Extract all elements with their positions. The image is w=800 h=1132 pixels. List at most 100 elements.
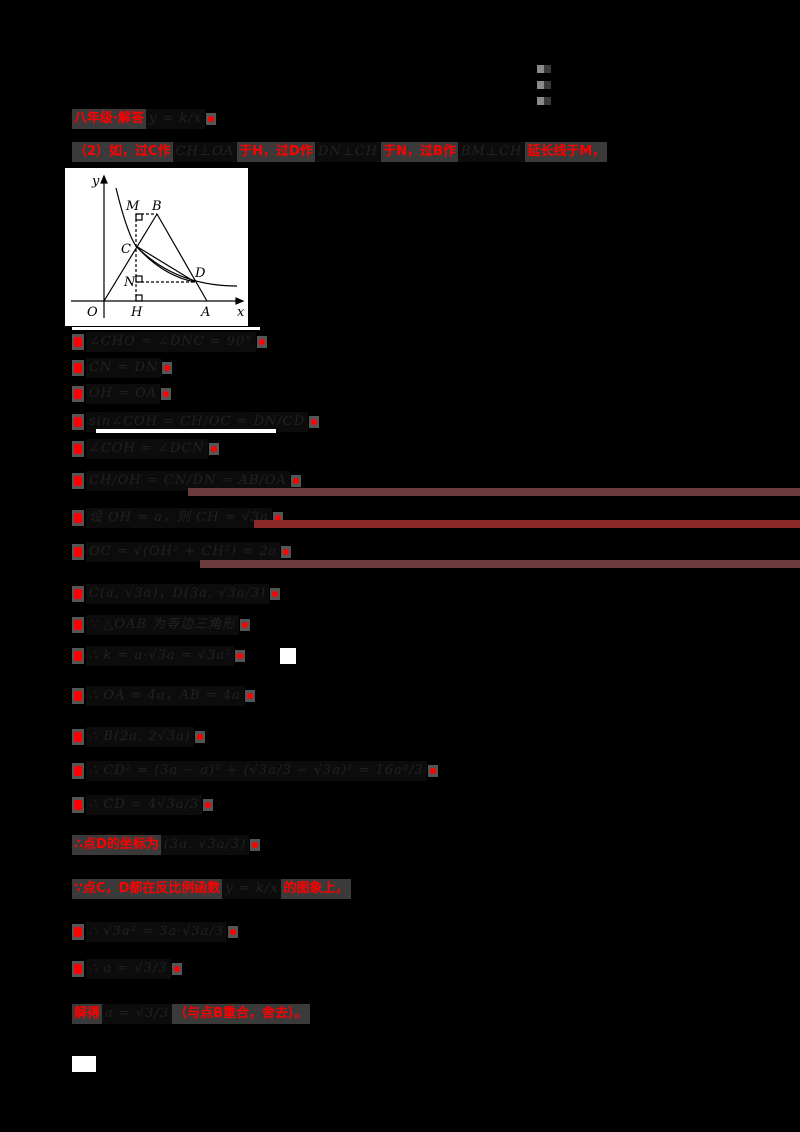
period-marker: [270, 588, 281, 600]
label-d: D: [194, 266, 206, 281]
step-7: 设 OH = a，则 CH = √3a: [72, 507, 283, 529]
label-b: B: [151, 199, 162, 214]
mark-2: [537, 81, 551, 89]
period-marker: [203, 799, 214, 811]
period-marker: [208, 443, 219, 455]
step-9: C(a, √3a)，D(3a, √3a/3): [72, 583, 281, 605]
therefore-icon: [72, 729, 84, 745]
highlight-band: [200, 560, 800, 568]
period-marker: [162, 362, 173, 374]
equation-math: ∴ a = √3/3: [86, 959, 171, 979]
label-h: H: [130, 305, 143, 320]
white-block: [280, 648, 296, 664]
therefore-icon: [72, 414, 84, 430]
label-x: x: [237, 305, 245, 320]
step-11: ∴ k = a·√3a = √3a²: [72, 645, 246, 667]
step-math: ∴ CD² = (3a − a)² + (√3a/3 − √3a)² = 16a…: [86, 761, 427, 781]
step-math: ∴ B(2a, 2√3a): [86, 727, 194, 747]
period-marker: [235, 650, 246, 662]
step-5: ∠COH = ∠DCN: [72, 438, 219, 460]
therefore-icon: [72, 386, 84, 402]
therefore-icon: [72, 648, 84, 664]
problem-intro: 八年级·解答 y = k/x: [72, 108, 217, 130]
therefore-icon: [72, 763, 84, 779]
step-6: CH/OH = CN/DN = AB/OA: [72, 470, 301, 492]
therefore-icon: [72, 924, 84, 940]
construction-label-2: 于H，过D作: [237, 142, 315, 162]
final-answer: 解得 a = √3/3 （与点B重合，舍去）。: [72, 1003, 310, 1025]
step-math: ∠CHO = ∠DNC = 90°: [86, 332, 256, 352]
period-marker: [171, 963, 182, 975]
therefore-icon: [72, 360, 84, 376]
bullet-icon: [72, 510, 84, 526]
final-note: （与点B重合，舍去）。: [172, 1004, 310, 1024]
period-marker: [256, 336, 267, 348]
period-marker: [244, 690, 255, 702]
period-marker: [281, 546, 292, 558]
therefore-icon: [72, 441, 84, 457]
label-y: y: [91, 174, 100, 189]
label-a: A: [200, 305, 210, 320]
period-marker: [290, 475, 301, 487]
construction-math-2: DN⊥CH: [314, 142, 382, 162]
therefore-icon: [72, 797, 84, 813]
step-math: ∴ OA = 4a，AB = 4a: [86, 686, 244, 706]
step-13: ∴ B(2a, 2√3a): [72, 726, 205, 748]
conclusion-function: ∵点C，D都在反比例函数 y = k/x 的图象上，: [72, 878, 351, 900]
step-2: CN = DN: [72, 357, 173, 379]
fraction-bar: [96, 429, 276, 433]
construction-math-1: CH⊥OA: [172, 142, 238, 162]
equation-math: ∴ √3a² = 3a·√3a/3: [86, 922, 228, 942]
conclusion-math: y = k/x: [222, 879, 282, 899]
final-math: a = √3/3: [102, 1004, 173, 1024]
conclusion-label: ∴点D的坐标为: [72, 835, 161, 855]
step-14: ∴ CD² = (3a − a)² + (√3a/3 − √3a)² = 16a…: [72, 760, 438, 782]
figure-underline: [72, 327, 260, 330]
step-math: ∵ △OAB 为等边三角形: [86, 615, 240, 635]
period-marker: [250, 839, 261, 851]
period-marker: [161, 388, 172, 400]
conclusion-label-2: 的图象上，: [281, 879, 351, 899]
period-marker: [206, 113, 217, 125]
equation-1: ∴ √3a² = 3a·√3a/3: [72, 921, 239, 943]
therefore-icon: [72, 544, 84, 560]
step-math: CN = DN: [86, 358, 162, 378]
because-icon: [72, 617, 84, 633]
step-4: sin∠COH = CH/OC = DN/CD: [72, 411, 320, 433]
construction-label-3: 于N，过B作: [381, 142, 458, 162]
highlight-band: [254, 520, 800, 528]
conclusion-d-coordinates: ∴点D的坐标为 (3a, √3a/3): [72, 834, 261, 856]
label-m: M: [125, 199, 140, 214]
step-math: 设 OH = a，则 CH = √3a: [86, 508, 272, 528]
step-10: ∵ △OAB 为等边三角形: [72, 614, 251, 636]
step-math: OC = √(OH² + CH²) = 2a: [86, 542, 281, 562]
page-corner-block: [72, 1056, 96, 1072]
construction-line: （2）如，过C作 CH⊥OA 于H，过D作 DN⊥CH 于N，过B作 BM⊥CH…: [72, 141, 608, 163]
step-3: OH = OA: [72, 383, 172, 405]
step-12: ∴ OA = 4a，AB = 4a: [72, 685, 255, 707]
construction-math-3: BM⊥CH: [457, 142, 526, 162]
therefore-icon: [72, 586, 84, 602]
bullet-icon: [72, 334, 84, 350]
step-math: ∴ CD = 4√3a/3: [86, 795, 203, 815]
label-n: N: [123, 275, 136, 290]
conclusion-label: ∵点C，D都在反比例函数: [72, 879, 223, 899]
step-math: sin∠COH = CH/OC = DN/CD: [86, 412, 309, 432]
step-math: ∠COH = ∠DCN: [86, 439, 208, 459]
period-marker: [309, 416, 320, 428]
construction-label-4: 延长线于M，: [525, 142, 608, 162]
therefore-icon: [72, 961, 84, 977]
highlight-band: [188, 488, 800, 496]
mark-1: [537, 65, 551, 73]
intro-label: 八年级·解答: [72, 109, 146, 129]
period-marker: [194, 731, 205, 743]
intro-formula: y = k/x: [145, 109, 206, 129]
period-marker: [240, 619, 251, 631]
step-1: ∠CHO = ∠DNC = 90°: [72, 331, 267, 353]
step-15: ∴ CD = 4√3a/3: [72, 794, 214, 816]
step-math: ∴ k = a·√3a = √3a²: [86, 646, 235, 666]
period-marker: [228, 926, 239, 938]
conclusion-math: (3a, √3a/3): [160, 835, 250, 855]
mark-3: [537, 97, 551, 105]
step-8: OC = √(OH² + CH²) = 2a: [72, 541, 292, 563]
